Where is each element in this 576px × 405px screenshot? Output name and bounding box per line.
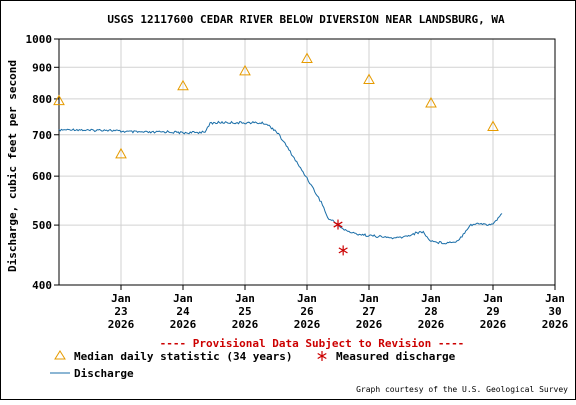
median-point	[425, 96, 437, 108]
x-tick-label: 29	[486, 305, 499, 318]
series-layer	[53, 52, 503, 256]
median-point	[363, 73, 375, 84]
y-tick-label: 1000	[26, 33, 53, 46]
x-tick-label: Jan	[297, 292, 317, 305]
y-tick-label: 600	[32, 170, 52, 183]
median-point	[177, 79, 189, 91]
x-tick-label: 2026	[170, 318, 197, 331]
x-tick-label: 24	[176, 305, 190, 318]
legend-measured-label: Measured discharge	[336, 350, 456, 363]
legend-median-label: Median daily statistic (34 years)	[74, 350, 293, 363]
median-point	[487, 120, 499, 131]
x-tick-label: Jan	[545, 292, 565, 305]
measured-point	[338, 245, 348, 256]
x-tick-label: 23	[114, 305, 127, 318]
y-axis-label: Discharge, cubic feet per second	[6, 60, 19, 272]
discharge-line	[58, 120, 503, 245]
x-tick-label: Jan	[421, 292, 441, 305]
x-tick-label: 25	[238, 305, 251, 318]
x-tick-label: Jan	[359, 292, 379, 305]
median-point	[115, 147, 127, 159]
x-tick-label: 2026	[294, 318, 321, 331]
legend-measured-asterisk-icon	[317, 351, 327, 361]
legend-discharge-label: Discharge	[74, 367, 134, 380]
median-point	[239, 64, 251, 76]
x-tick-label: Jan	[111, 292, 131, 305]
chart-title: USGS 12117600 CEDAR RIVER BELOW DIVERSIO…	[107, 13, 505, 26]
x-tick-label: 2026	[480, 318, 507, 331]
x-tick-label: 2026	[356, 318, 383, 331]
y-tick-label: 400	[32, 279, 52, 292]
x-tick-label: 26	[300, 305, 314, 318]
x-axis-ticks: Jan232026Jan242026Jan252026Jan262026Jan2…	[108, 285, 569, 331]
y-tick-label: 800	[32, 93, 52, 106]
y-tick-label: 700	[32, 129, 52, 142]
provisional-data-note: ---- Provisional Data Subject to Revisio…	[160, 337, 465, 350]
x-tick-label: 2026	[108, 318, 135, 331]
x-tick-label: 2026	[232, 318, 259, 331]
x-tick-label: Jan	[173, 292, 193, 305]
x-tick-label: 28	[424, 305, 437, 318]
median-point	[53, 94, 65, 106]
x-tick-label: 2026	[418, 318, 445, 331]
legend-median-triangle-icon	[54, 350, 66, 360]
x-tick-label: Jan	[483, 292, 503, 305]
y-axis-ticks: 400 500 600 700 800 900 1000	[26, 33, 59, 292]
x-tick-label: 2026	[542, 318, 569, 331]
y-tick-label: 500	[32, 219, 52, 232]
x-tick-label: 30	[548, 305, 561, 318]
graph-credit: Graph courtesy of the U.S. Geological Su…	[356, 385, 568, 394]
x-tick-label: Jan	[235, 292, 255, 305]
median-point	[301, 52, 313, 63]
y-tick-label: 900	[32, 61, 52, 74]
legend: Median daily statistic (34 years) Measur…	[50, 350, 456, 380]
x-tick-label: 27	[362, 305, 375, 318]
measured-point	[333, 219, 343, 230]
